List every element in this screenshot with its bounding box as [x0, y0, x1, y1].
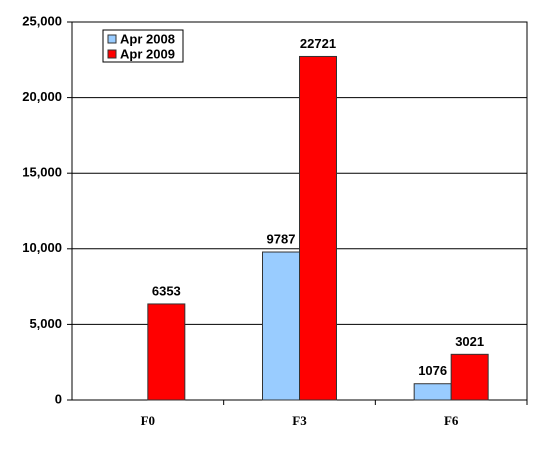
bar	[147, 303, 186, 401]
legend-label: Apr 2008	[120, 31, 175, 46]
data-label: 3021	[455, 334, 484, 349]
x-tick-label: F0	[141, 413, 155, 428]
x-tick-label: F6	[444, 413, 459, 428]
bar	[413, 383, 452, 401]
y-tick-label: 5,000	[29, 316, 62, 331]
y-tick-label: 20,000	[22, 89, 62, 104]
y-tick-label: 10,000	[22, 240, 62, 255]
legend-label: Apr 2009	[120, 46, 175, 61]
bar	[299, 55, 337, 401]
data-label: 1076	[418, 363, 447, 378]
y-tick-label: 15,000	[22, 165, 62, 180]
data-label: 9787	[267, 231, 296, 246]
x-tick-label: F3	[292, 413, 307, 428]
bar	[262, 251, 300, 401]
legend-swatch	[107, 49, 117, 59]
bar	[450, 353, 489, 401]
y-tick-label: 25,000	[22, 13, 62, 28]
legend-swatch	[107, 34, 117, 44]
data-label: 22721	[300, 36, 336, 51]
data-label: 6353	[152, 283, 181, 298]
y-tick-label: 0	[55, 391, 62, 406]
